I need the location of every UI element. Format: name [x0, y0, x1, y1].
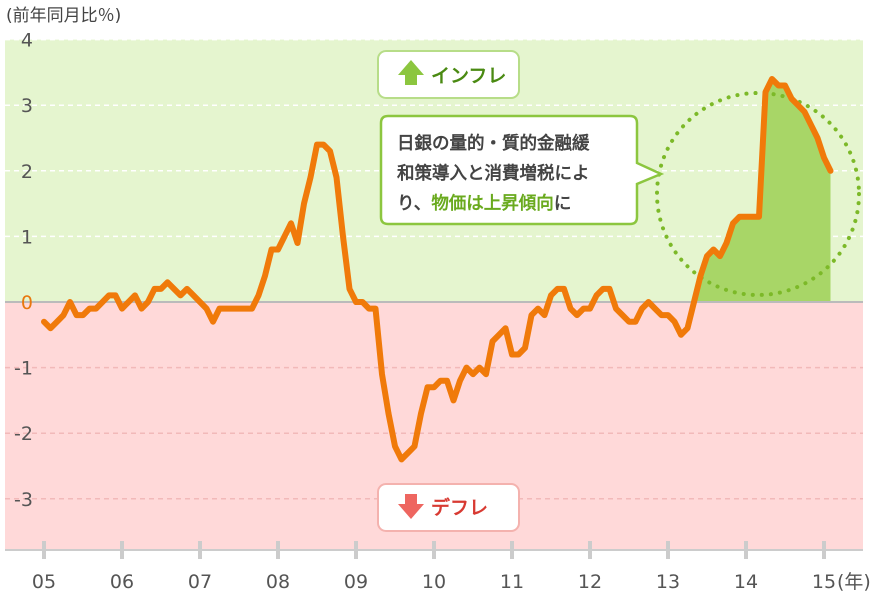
y-tick-label: -3 [14, 489, 33, 511]
deflation-label-box: デフレ [377, 483, 520, 532]
callout-text: 日銀の量的・質的金融緩和策導入と消費増税により、物価は上昇傾向に [397, 133, 590, 214]
y-tick-label: -2 [14, 423, 33, 445]
down-arrow-icon [398, 494, 424, 519]
y-axis-unit-label: (前年同月比％) [6, 6, 121, 26]
inflation-label: インフレ [431, 65, 506, 87]
callout-segment: に [554, 194, 572, 214]
y-tick-label: 1 [21, 226, 33, 248]
y-tick-label: -1 [14, 358, 33, 380]
x-axis-ticks: 05 06 07 08 09 10 11 12 13 14 15 [32, 541, 836, 592]
callout-segment: 日銀の量的・質的金融緩 [397, 133, 590, 154]
callout-line: 和策導入と消費増税によ [397, 163, 590, 184]
callout-bubble [379, 114, 665, 226]
x-tick-label: 05 [32, 571, 56, 592]
y-tick-label: 3 [21, 95, 33, 117]
y-tick-label: 0 [21, 292, 33, 314]
callout-segment: り、 [397, 194, 431, 214]
x-tick-label: 07 [188, 571, 212, 592]
inflation-label-box: インフレ [377, 50, 520, 99]
x-tick-label: 10 [422, 571, 446, 592]
y-axis-ticks: 4 3 2 1 0 -1 -2 -3 [14, 30, 33, 511]
series-line [41, 76, 834, 463]
x-tick-label: 09 [344, 571, 368, 592]
x-tick-label: 14 [734, 571, 758, 592]
gridlines [5, 38, 863, 500]
y-tick-label: 4 [21, 30, 33, 52]
x-tick-label: 15 [812, 571, 836, 592]
callout-line: り、物価は上昇傾向に [397, 193, 571, 214]
x-tick-label: 12 [578, 571, 602, 592]
callout-segment: 和策導入と消費増税によ [397, 163, 590, 184]
annotation-callout: 日銀の量的・質的金融緩和策導入と消費増税により、物価は上昇傾向に [379, 114, 665, 226]
x-tick-label: 08 [266, 571, 290, 592]
x-tick-label: 06 [110, 571, 134, 592]
callout-line: 日銀の量的・質的金融緩 [397, 133, 590, 154]
x-axis-unit-label: (年) [837, 571, 871, 592]
deflation-label: デフレ [431, 496, 488, 519]
x-tick-label: 13 [656, 571, 680, 592]
x-tick-label: 11 [500, 571, 524, 592]
callout-highlight: 物価は上昇傾向 [431, 193, 554, 214]
y-tick-label: 2 [21, 161, 33, 183]
up-arrow-icon [398, 60, 424, 85]
highlight-dotted-circle [655, 91, 861, 297]
